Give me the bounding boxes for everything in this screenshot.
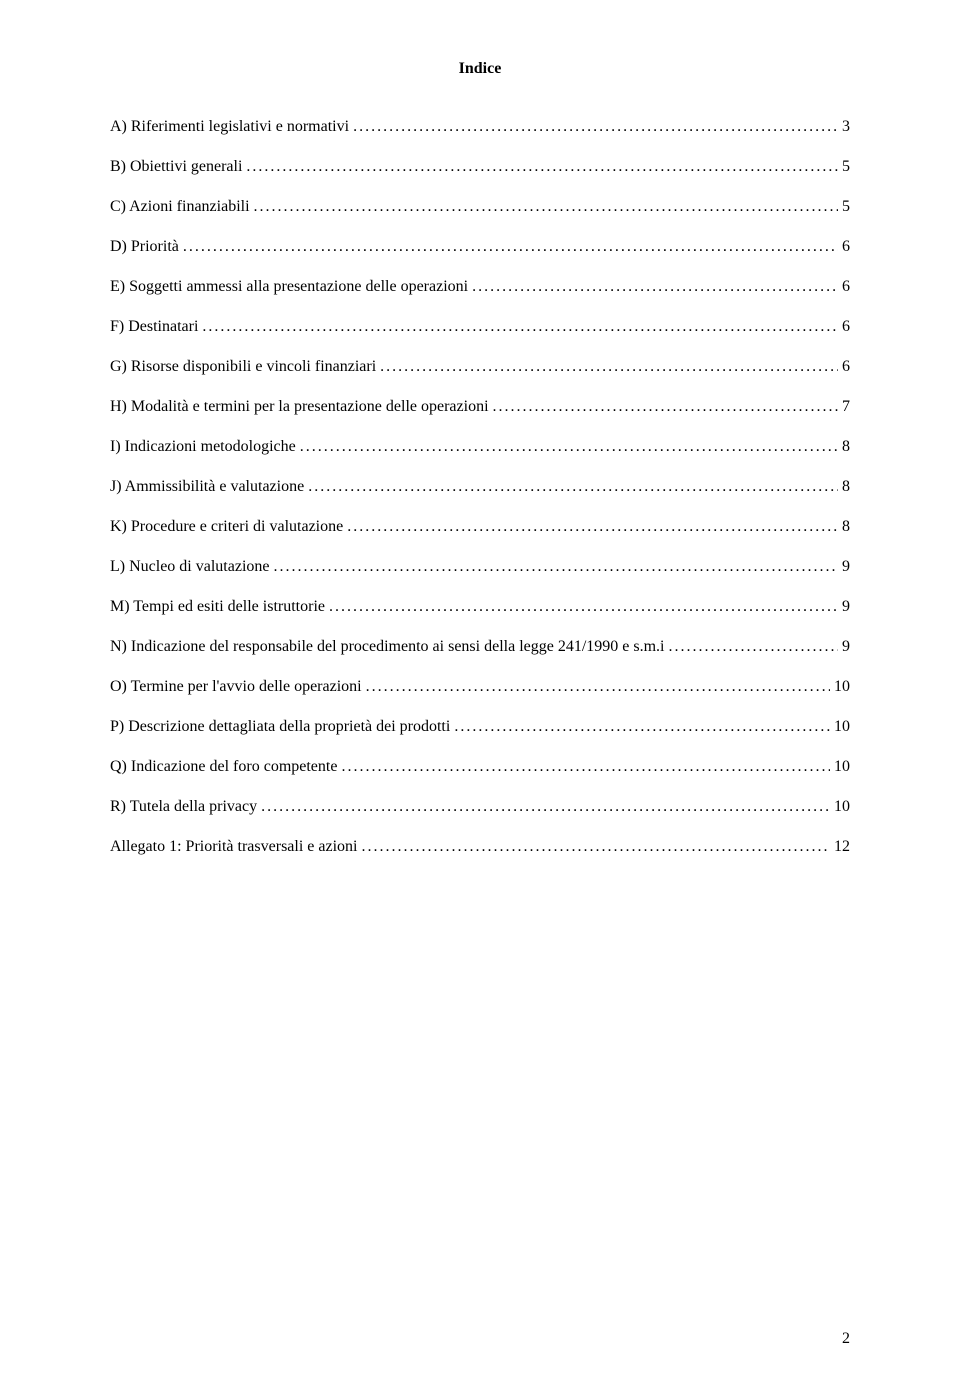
toc-label: P) Descrizione dettagliata della proprie… xyxy=(110,718,450,736)
toc-entry: R) Tutela della privacy 10 xyxy=(110,798,850,816)
toc-label: N) Indicazione del responsabile del proc… xyxy=(110,638,665,656)
toc-label: H) Modalità e termini per la presentazio… xyxy=(110,398,489,416)
toc-label: K) Procedure e criteri di valutazione xyxy=(110,518,343,536)
toc-leader xyxy=(472,278,838,296)
toc-label: E) Soggetti ammessi alla presentazione d… xyxy=(110,278,468,296)
toc-leader xyxy=(202,318,838,336)
toc-page: 9 xyxy=(842,638,850,656)
toc-label: G) Risorse disponibili e vincoli finanzi… xyxy=(110,358,376,376)
toc-leader xyxy=(669,638,839,656)
toc-page: 10 xyxy=(834,678,850,696)
toc-page: 5 xyxy=(842,198,850,216)
toc-leader xyxy=(341,758,830,776)
page-number: 2 xyxy=(842,1330,850,1348)
toc-entry: I) Indicazioni metodologiche 8 xyxy=(110,438,850,456)
toc-entry: A) Riferimenti legislativi e normativi 3 xyxy=(110,118,850,136)
toc-entry: Allegato 1: Priorità trasversali e azion… xyxy=(110,838,850,856)
toc-leader xyxy=(454,718,830,736)
toc-label: O) Termine per l'avvio delle operazioni xyxy=(110,678,362,696)
toc-leader xyxy=(353,118,838,136)
toc-page: 10 xyxy=(834,758,850,776)
toc-label: R) Tutela della privacy xyxy=(110,798,257,816)
toc-entry: F) Destinatari 6 xyxy=(110,318,850,336)
toc-leader xyxy=(274,558,839,576)
toc-leader xyxy=(254,198,838,216)
toc-leader xyxy=(183,238,838,256)
toc-entry: C) Azioni finanziabili 5 xyxy=(110,198,850,216)
toc-label: F) Destinatari xyxy=(110,318,198,336)
toc-entry: B) Obiettivi generali 5 xyxy=(110,158,850,176)
toc-leader xyxy=(361,838,830,856)
toc-entry: Q) Indicazione del foro competente 10 xyxy=(110,758,850,776)
toc-page: 9 xyxy=(842,558,850,576)
toc-label: Q) Indicazione del foro competente xyxy=(110,758,337,776)
toc-label: Allegato 1: Priorità trasversali e azion… xyxy=(110,838,357,856)
toc-page: 12 xyxy=(834,838,850,856)
page-title: Indice xyxy=(110,60,850,78)
toc-entry: E) Soggetti ammessi alla presentazione d… xyxy=(110,278,850,296)
toc-entry: J) Ammissibilità e valutazione 8 xyxy=(110,478,850,496)
toc-label: J) Ammissibilità e valutazione xyxy=(110,478,304,496)
toc-entry: L) Nucleo di valutazione 9 xyxy=(110,558,850,576)
toc-page: 6 xyxy=(842,238,850,256)
toc-page: 10 xyxy=(834,718,850,736)
toc-page: 7 xyxy=(842,398,850,416)
toc-entry: D) Priorità 6 xyxy=(110,238,850,256)
toc-entry: M) Tempi ed esiti delle istruttorie 9 xyxy=(110,598,850,616)
toc-leader xyxy=(493,398,838,416)
toc-label: C) Azioni finanziabili xyxy=(110,198,250,216)
toc-leader xyxy=(308,478,838,496)
toc-entry: H) Modalità e termini per la presentazio… xyxy=(110,398,850,416)
table-of-contents: A) Riferimenti legislativi e normativi 3… xyxy=(110,118,850,856)
toc-page: 8 xyxy=(842,478,850,496)
toc-label: B) Obiettivi generali xyxy=(110,158,242,176)
toc-entry: G) Risorse disponibili e vincoli finanzi… xyxy=(110,358,850,376)
toc-leader xyxy=(347,518,838,536)
toc-label: A) Riferimenti legislativi e normativi xyxy=(110,118,349,136)
toc-label: M) Tempi ed esiti delle istruttorie xyxy=(110,598,325,616)
toc-page: 6 xyxy=(842,358,850,376)
toc-page: 6 xyxy=(842,278,850,296)
toc-page: 9 xyxy=(842,598,850,616)
toc-leader xyxy=(329,598,838,616)
toc-entry: K) Procedure e criteri di valutazione 8 xyxy=(110,518,850,536)
toc-label: L) Nucleo di valutazione xyxy=(110,558,270,576)
toc-label: D) Priorità xyxy=(110,238,179,256)
toc-leader xyxy=(300,438,838,456)
toc-page: 3 xyxy=(842,118,850,136)
toc-leader xyxy=(380,358,838,376)
toc-page: 6 xyxy=(842,318,850,336)
toc-leader xyxy=(366,678,830,696)
toc-entry: O) Termine per l'avvio delle operazioni … xyxy=(110,678,850,696)
toc-page: 8 xyxy=(842,438,850,456)
toc-page: 8 xyxy=(842,518,850,536)
toc-leader xyxy=(261,798,830,816)
toc-label: I) Indicazioni metodologiche xyxy=(110,438,296,456)
toc-page: 5 xyxy=(842,158,850,176)
toc-entry: N) Indicazione del responsabile del proc… xyxy=(110,638,850,656)
toc-leader xyxy=(246,158,838,176)
toc-entry: P) Descrizione dettagliata della proprie… xyxy=(110,718,850,736)
toc-page: 10 xyxy=(834,798,850,816)
